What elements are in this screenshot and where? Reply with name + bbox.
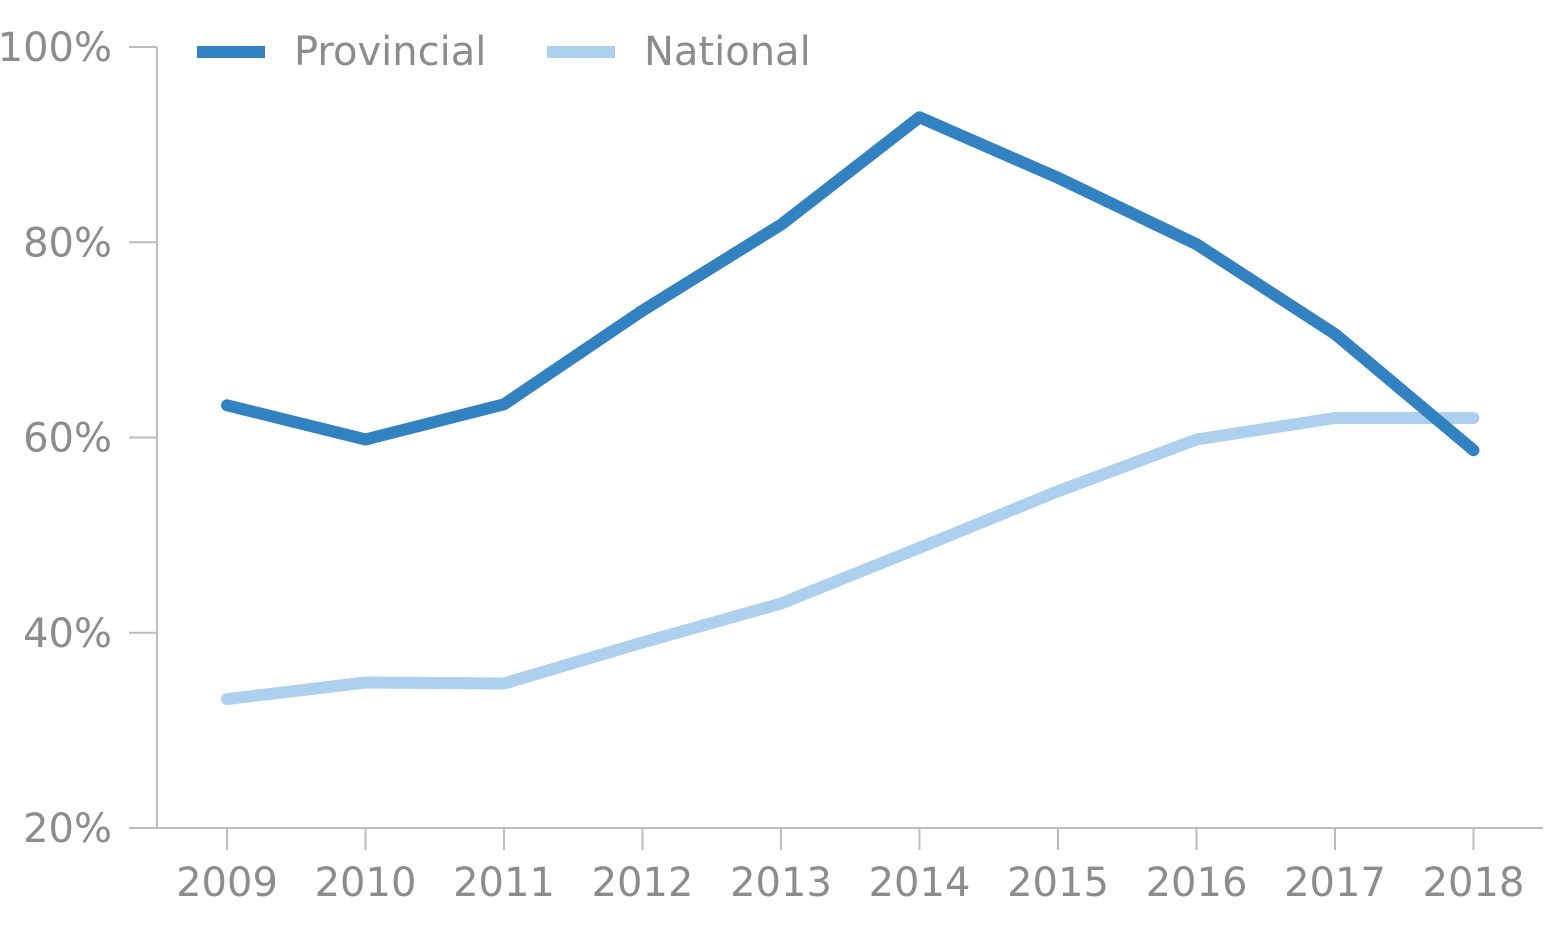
x-tick-label: 2018: [1423, 860, 1525, 906]
x-tick-label: 2016: [1146, 860, 1248, 906]
y-axis: 20% 40% 60% 80% 100%: [0, 25, 158, 852]
x-tick-label: 2014: [869, 860, 971, 906]
y-tick-label: 40%: [23, 611, 112, 657]
x-tick-label: 2011: [453, 860, 555, 906]
series-line-national: [221, 412, 1480, 706]
x-tick-label: 2010: [315, 860, 417, 906]
y-tick-label: 100%: [0, 25, 112, 71]
y-tick-label: 80%: [23, 220, 112, 266]
legend-label-provincial: Provincial: [294, 29, 486, 75]
series-lines: [221, 111, 1480, 706]
x-tick-label: 2013: [730, 860, 832, 906]
x-tick-label: 2009: [176, 860, 278, 906]
x-tick-label: 2015: [1007, 860, 1109, 906]
x-tick-label: 2017: [1284, 860, 1386, 906]
series-line-provincial: [221, 111, 1480, 457]
y-tick-label: 60%: [23, 416, 112, 462]
y-tick-label: 20%: [23, 806, 112, 852]
x-axis: 2009 2010 2011 2012 2013 2014 2015 2016 2017 2018: [157, 827, 1543, 906]
legend-label-national: National: [644, 29, 811, 75]
x-tick-label: 2012: [592, 860, 694, 906]
legend: Provincial National: [197, 29, 811, 75]
